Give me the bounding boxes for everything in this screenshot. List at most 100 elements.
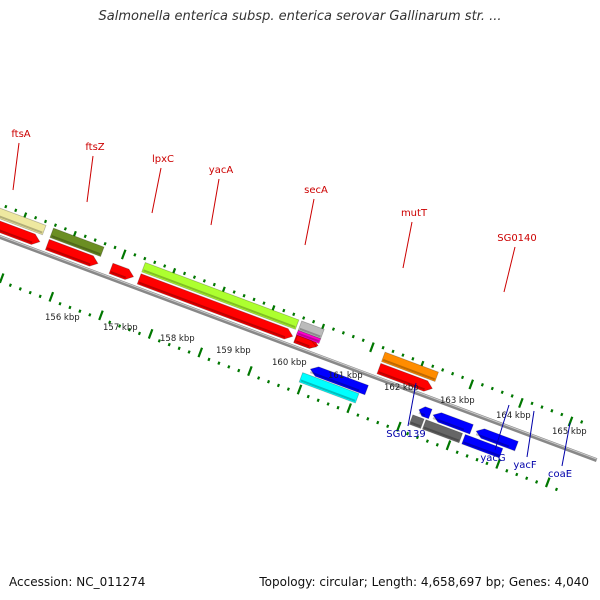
tick-mark xyxy=(257,376,261,380)
reverse-gene-label: yacG xyxy=(480,453,505,464)
tick-mark xyxy=(381,345,385,350)
reverse-gene-bar xyxy=(432,412,474,435)
tick-mark xyxy=(331,327,336,331)
tick-mark xyxy=(227,365,231,369)
forward-gene-label: SG0140 xyxy=(497,233,537,244)
tick-mark xyxy=(515,472,519,477)
tick-mark xyxy=(103,241,107,246)
forward-gene-bar xyxy=(49,227,105,257)
reverse-gene-label: coaE xyxy=(548,469,572,480)
axis-label: 165 kbp xyxy=(552,427,587,437)
forward-label-leader xyxy=(12,142,20,191)
tick-mark xyxy=(120,249,127,260)
genome-summary-text: Topology: circular; Length: 4,658,697 bp… xyxy=(259,575,589,589)
tick-mark xyxy=(266,379,271,384)
tick-mark xyxy=(475,457,479,462)
reverse-gene-bar xyxy=(421,419,464,444)
tick-mark xyxy=(192,275,197,279)
tick-mark xyxy=(302,316,306,320)
tick-mark xyxy=(28,290,32,295)
reverse-gene-bar xyxy=(408,414,425,429)
forward-cds-arrow-shade xyxy=(138,281,286,339)
forward-label-leader xyxy=(86,155,94,203)
tick-mark xyxy=(127,327,132,332)
axis-label: 157 kbp xyxy=(103,323,138,333)
forward-label-leader xyxy=(210,178,220,226)
reverse-gene-label: SG0139 xyxy=(386,429,426,440)
tick-mark xyxy=(157,339,161,343)
tick-mark xyxy=(580,420,584,424)
forward-gene-label: secA xyxy=(304,185,328,196)
forward-gene-label: ftsA xyxy=(11,129,30,140)
reverse-label-leader xyxy=(526,410,535,458)
tick-mark xyxy=(143,256,147,261)
tick-mark xyxy=(18,287,22,291)
tick-mark xyxy=(405,431,410,436)
tick-mark xyxy=(108,320,112,325)
tick-mark xyxy=(207,357,211,362)
forward-gene-bar-small xyxy=(295,329,322,344)
tick-mark xyxy=(98,310,104,321)
tick-mark xyxy=(455,450,459,455)
axis-label: 163 kbp xyxy=(440,396,475,406)
tick-mark xyxy=(38,294,42,299)
tick-mark xyxy=(326,402,330,406)
tick-mark xyxy=(351,334,355,339)
tick-mark xyxy=(282,308,286,313)
tick-mark xyxy=(431,364,435,369)
labels: 156 kbp 157 kbp 158 kbp 159 kbp 160 kbp 161 k… xyxy=(11,129,586,480)
tick-mark xyxy=(544,477,551,488)
reverse-gene-bar xyxy=(309,366,369,396)
tick-mark xyxy=(93,238,97,242)
tick-mark xyxy=(550,408,554,413)
backbone xyxy=(0,234,598,462)
tick-mark xyxy=(376,420,380,425)
forward-gene-bar-shade xyxy=(51,235,101,256)
tick-mark xyxy=(366,417,370,421)
forward-gene-label: ftsZ xyxy=(85,142,104,153)
forward-gene-bar-shade xyxy=(382,359,436,381)
forward-gene-label: mutT xyxy=(401,208,428,219)
tick-mark xyxy=(242,293,246,298)
tick-mark xyxy=(505,469,509,473)
reverse-label-leader xyxy=(494,404,510,451)
tick-mark xyxy=(535,480,539,484)
features xyxy=(0,207,519,459)
forward-gene-bar xyxy=(0,207,47,236)
tick-mark xyxy=(391,349,395,354)
tick-mark xyxy=(276,383,281,388)
forward-gene-bar-small-shade xyxy=(297,332,320,343)
tick-mark xyxy=(163,264,167,268)
tick-mark xyxy=(415,435,420,440)
forward-cds-arrow-shade xyxy=(378,371,425,391)
tick-mark xyxy=(445,440,452,451)
tick-mark xyxy=(460,375,465,380)
tick-mark xyxy=(217,361,221,365)
axis-label: 162 kbp xyxy=(384,383,419,393)
accession-text: Accession: NC_011274 xyxy=(9,575,146,589)
tick-mark xyxy=(63,227,67,231)
tick-mark xyxy=(540,405,544,409)
tick-mark xyxy=(386,424,390,429)
forward-label-leader xyxy=(503,246,516,293)
tick-mark xyxy=(435,443,439,447)
tick-mark xyxy=(177,346,181,351)
tick-mark xyxy=(336,405,340,410)
reverse-gene-bar-shade xyxy=(432,417,465,431)
tick-mark xyxy=(48,291,55,302)
tick-mark xyxy=(83,234,87,239)
tick-mark xyxy=(113,245,117,250)
tick-mark xyxy=(4,204,8,209)
tick-mark xyxy=(58,301,62,306)
reverse-gene-bar-shade xyxy=(475,433,510,448)
forward-gene-bar xyxy=(381,351,439,382)
tick-mark xyxy=(78,309,82,313)
tick-mark xyxy=(137,331,142,336)
tick-mark xyxy=(187,350,191,354)
forward-cds-arrow xyxy=(108,262,135,280)
tick-mark xyxy=(441,368,445,372)
forward-gene-label: yacA xyxy=(209,165,234,176)
forward-cds-arrow xyxy=(0,220,41,245)
forward-gene-label: lpxC xyxy=(152,154,174,165)
